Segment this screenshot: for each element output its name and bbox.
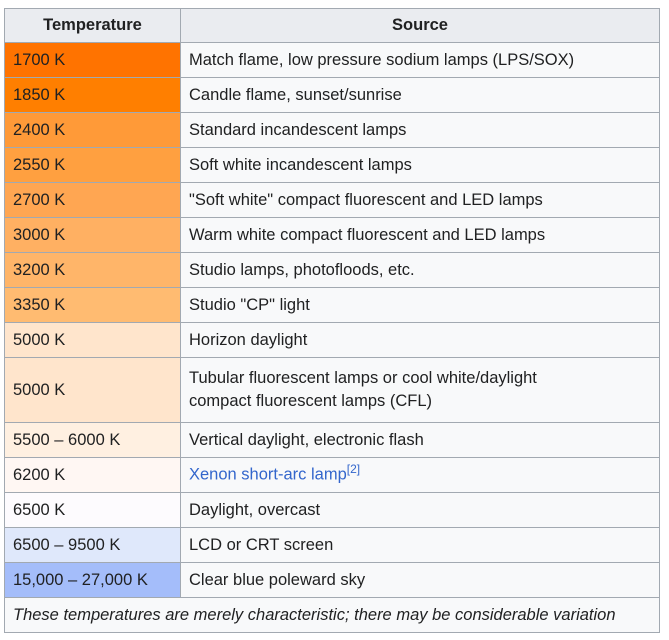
temperature-cell: 6500 – 9500 K — [4, 527, 181, 563]
temperature-cell: 1700 K — [4, 42, 181, 78]
temperature-cell: 6500 K — [4, 492, 181, 528]
source-cell: Studio lamps, photofloods, etc. — [180, 252, 660, 288]
table-row: 3000 K Warm white compact fluorescent an… — [4, 217, 660, 253]
xenon-lamp-link[interactable]: Xenon short-arc lamp — [189, 465, 347, 484]
temperature-cell: 5000 K — [4, 357, 181, 423]
temperature-cell: 3350 K — [4, 287, 181, 323]
source-cell: Clear blue poleward sky — [180, 562, 660, 598]
temperature-cell: 2400 K — [4, 112, 181, 148]
source-cell: Standard incandescent lamps — [180, 112, 660, 148]
source-cell: Soft white incandescent lamps — [180, 147, 660, 183]
table-row: 5000 K Tubular fluorescent lamps or cool… — [4, 357, 660, 423]
source-cell: Warm white compact fluorescent and LED l… — [180, 217, 660, 253]
table-caption: These temperatures are merely characteri… — [4, 597, 660, 633]
table-row: 5500 – 6000 K Vertical daylight, electro… — [4, 422, 660, 458]
table-row: 2550 K Soft white incandescent lamps — [4, 147, 660, 183]
source-cell: LCD or CRT screen — [180, 527, 660, 563]
header-row: Temperature Source — [4, 8, 660, 43]
table-row: 3350 K Studio "CP" light — [4, 287, 660, 323]
table-row: 6200 K Xenon short-arc lamp[2] — [4, 457, 660, 493]
source-cell: "Soft white" compact fluorescent and LED… — [180, 182, 660, 218]
source-cell: Tubular fluorescent lamps or cool white/… — [180, 357, 660, 423]
temperature-cell: 6200 K — [4, 457, 181, 493]
source-cell: Studio "CP" light — [180, 287, 660, 323]
temperature-cell: 5500 – 6000 K — [4, 422, 181, 458]
source-cell: Horizon daylight — [180, 322, 660, 358]
source-line-1: Tubular fluorescent lamps or cool white/… — [189, 369, 537, 387]
source-cell: Vertical daylight, electronic flash — [180, 422, 660, 458]
table-row: 2400 K Standard incandescent lamps — [4, 112, 660, 148]
source-cell: Daylight, overcast — [180, 492, 660, 528]
table-row: 6500 K Daylight, overcast — [4, 492, 660, 528]
color-temperature-table: Temperature Source 1700 K Match flame, l… — [4, 8, 660, 633]
source-cell: Xenon short-arc lamp[2] — [180, 457, 660, 493]
source-line-2: compact fluorescent lamps (CFL) — [189, 392, 432, 410]
temperature-cell: 15,000 – 27,000 K — [4, 562, 181, 598]
header-temperature[interactable]: Temperature — [4, 8, 181, 43]
table-row: 6500 – 9500 K LCD or CRT screen — [4, 527, 660, 563]
temperature-cell: 5000 K — [4, 322, 181, 358]
caption-row: These temperatures are merely characteri… — [4, 597, 660, 633]
temperature-cell: 1850 K — [4, 77, 181, 113]
temperature-cell: 3200 K — [4, 252, 181, 288]
table-row: 5000 K Horizon daylight — [4, 322, 660, 358]
table-row: 2700 K "Soft white" compact fluorescent … — [4, 182, 660, 218]
temperature-cell: 3000 K — [4, 217, 181, 253]
citation-ref-link[interactable]: [2] — [346, 462, 361, 477]
source-cell: Candle flame, sunset/sunrise — [180, 77, 660, 113]
table-row: 1700 K Match flame, low pressure sodium … — [4, 42, 660, 78]
header-source[interactable]: Source — [180, 8, 660, 43]
table-row: 15,000 – 27,000 K Clear blue poleward sk… — [4, 562, 660, 598]
temperature-cell: 2700 K — [4, 182, 181, 218]
table-row: 3200 K Studio lamps, photofloods, etc. — [4, 252, 660, 288]
temperature-cell: 2550 K — [4, 147, 181, 183]
source-cell: Match flame, low pressure sodium lamps (… — [180, 42, 660, 78]
table-row: 1850 K Candle flame, sunset/sunrise — [4, 77, 660, 113]
